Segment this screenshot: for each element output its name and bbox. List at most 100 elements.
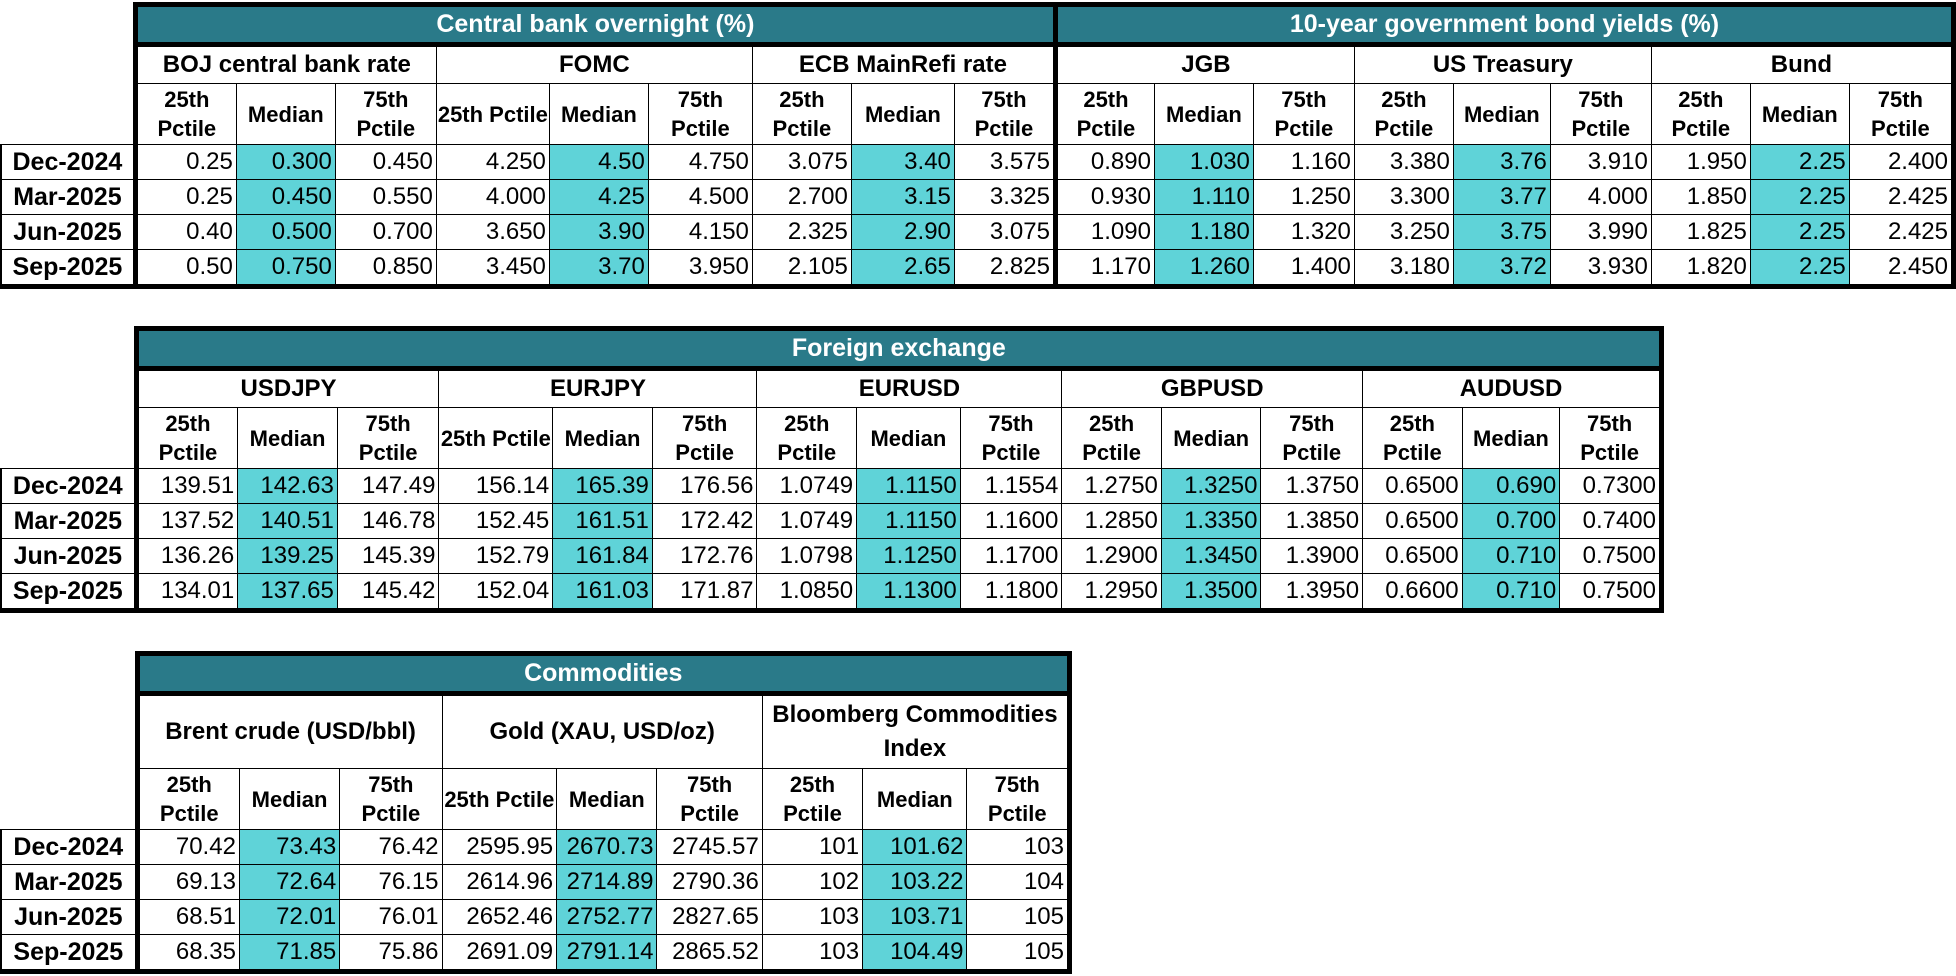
- value-cell: 3.380: [1353, 144, 1454, 180]
- value-cell: 0.930: [1052, 179, 1155, 215]
- value-cell: 137.52: [133, 503, 239, 539]
- value-cell: 1.0749: [756, 503, 858, 539]
- median-cell: 0.710: [1461, 538, 1561, 574]
- value-cell: 1.3850: [1260, 503, 1364, 539]
- column-header: Median: [1461, 407, 1561, 469]
- value-cell: 3.325: [953, 179, 1056, 215]
- row-label: Dec-2024: [0, 829, 138, 865]
- value-cell: 0.890: [1052, 144, 1155, 180]
- value-cell: 3.930: [1549, 249, 1652, 289]
- median-cell: 3.90: [548, 214, 649, 250]
- value-cell: 4.500: [647, 179, 753, 215]
- table-row: Mar-2025 0.25 0.450 0.550 4.000 4.25 4.500 2.70…: [0, 179, 1956, 215]
- value-cell: 1.0798: [756, 538, 858, 574]
- median-cell: 2714.89: [556, 864, 658, 900]
- value-cell: 2827.65: [656, 899, 763, 935]
- value-cell: 145.39: [336, 538, 440, 574]
- value-cell: 68.35: [134, 934, 240, 974]
- group-header: GBPUSD: [1061, 368, 1364, 408]
- value-cell: 69.13: [134, 864, 240, 900]
- value-cell: 103: [966, 829, 1072, 865]
- table-row: Sep-2025 134.01 137.65 145.42 152.04 161.03 17…: [0, 573, 1664, 613]
- value-cell: 139.51: [133, 468, 239, 504]
- value-cell: 1.160: [1252, 144, 1355, 180]
- column-header: 25th Pctile: [134, 768, 240, 830]
- group-header: US Treasury: [1353, 44, 1652, 84]
- value-cell: 1.250: [1252, 179, 1355, 215]
- table-row: Sep-2025 68.35 71.85 75.86 2691.09 2791.14 286…: [0, 934, 1072, 974]
- column-header: 25th Pctile: [756, 407, 858, 469]
- row-label: Dec-2024: [0, 144, 136, 180]
- value-cell: 3.650: [435, 214, 550, 250]
- median-cell: 3.72: [1452, 249, 1551, 289]
- column-header: 75th Pctile: [656, 768, 763, 830]
- column-header: 75th Pctile: [1252, 83, 1355, 145]
- median-cell: 142.63: [237, 468, 338, 504]
- value-cell: 0.7500: [1559, 538, 1664, 574]
- value-cell: 0.6600: [1362, 573, 1463, 613]
- row-label: Jun-2025: [0, 214, 136, 250]
- section-title-commodities: Commodities: [134, 651, 1073, 696]
- column-header: Median: [556, 768, 658, 830]
- value-cell: 0.6500: [1362, 538, 1463, 574]
- value-cell: 146.78: [336, 503, 440, 539]
- row-label: Jun-2025: [0, 538, 137, 574]
- median-cell: 1.110: [1153, 179, 1254, 215]
- value-cell: 0.50: [132, 249, 237, 289]
- column-header: Median: [238, 768, 341, 830]
- value-cell: 105: [966, 899, 1072, 935]
- column-header: 75th Pctile: [339, 768, 443, 830]
- value-cell: 145.42: [336, 573, 440, 613]
- value-cell: 3.450: [435, 249, 550, 289]
- value-cell: 171.87: [651, 573, 758, 613]
- column-header: Median: [856, 407, 961, 469]
- value-cell: 0.550: [334, 179, 437, 215]
- value-cell: 0.40: [132, 214, 237, 250]
- median-cell: 3.70: [548, 249, 649, 289]
- value-cell: 1.1700: [959, 538, 1063, 574]
- value-cell: 2.425: [1848, 214, 1956, 250]
- median-cell: 72.64: [238, 864, 341, 900]
- value-cell: 0.7300: [1559, 468, 1664, 504]
- column-header: Median: [237, 407, 338, 469]
- row-label: Mar-2025: [0, 179, 136, 215]
- value-cell: 2790.36: [656, 864, 763, 900]
- median-cell: 161.51: [552, 503, 653, 539]
- column-header: Median: [235, 83, 336, 145]
- median-cell: 2791.14: [556, 934, 658, 974]
- column-header: 25th Pctile: [1362, 407, 1463, 469]
- section-title-central-bank: Central bank overnight (%): [132, 2, 1058, 47]
- column-header: Median: [1153, 83, 1254, 145]
- value-cell: 76.15: [339, 864, 443, 900]
- column-header: 25th Pctile: [1052, 83, 1155, 145]
- commodities-table: Commodities Brent crude (USD/bbl) Gold (…: [0, 651, 1073, 974]
- value-cell: 3.180: [1353, 249, 1454, 289]
- column-header: 75th Pctile: [1559, 407, 1664, 469]
- value-cell: 4.750: [647, 144, 753, 180]
- median-cell: 2.25: [1749, 249, 1850, 289]
- value-cell: 2865.52: [656, 934, 763, 974]
- value-cell: 1.850: [1650, 179, 1751, 215]
- fx-table: Foreign exchange USDJPY EURJPY EURUSD GB…: [0, 326, 1665, 613]
- column-header: 25th Pctile: [1650, 83, 1751, 145]
- median-cell: 2.25: [1749, 144, 1850, 180]
- median-cell: 1.3500: [1160, 573, 1262, 613]
- column-header: 75th Pctile: [1848, 83, 1956, 145]
- median-cell: 0.500: [235, 214, 336, 250]
- value-cell: 2.325: [751, 214, 852, 250]
- column-header: Median: [1160, 407, 1262, 469]
- column-header: 25th Pctile: [761, 768, 864, 830]
- value-cell: 1.950: [1650, 144, 1751, 180]
- value-cell: 1.0850: [756, 573, 858, 613]
- column-header: 75th Pctile: [647, 83, 753, 145]
- median-cell: 161.84: [552, 538, 653, 574]
- value-cell: 103: [761, 934, 864, 974]
- median-cell: 1.1300: [856, 573, 961, 613]
- value-cell: 1.3900: [1260, 538, 1364, 574]
- value-cell: 147.49: [336, 468, 440, 504]
- value-cell: 1.3950: [1260, 573, 1364, 613]
- value-cell: 156.14: [438, 468, 554, 504]
- group-header: Brent crude (USD/bbl): [134, 693, 443, 769]
- group-header: Gold (XAU, USD/oz): [441, 693, 763, 769]
- median-cell: 1.1250: [856, 538, 961, 574]
